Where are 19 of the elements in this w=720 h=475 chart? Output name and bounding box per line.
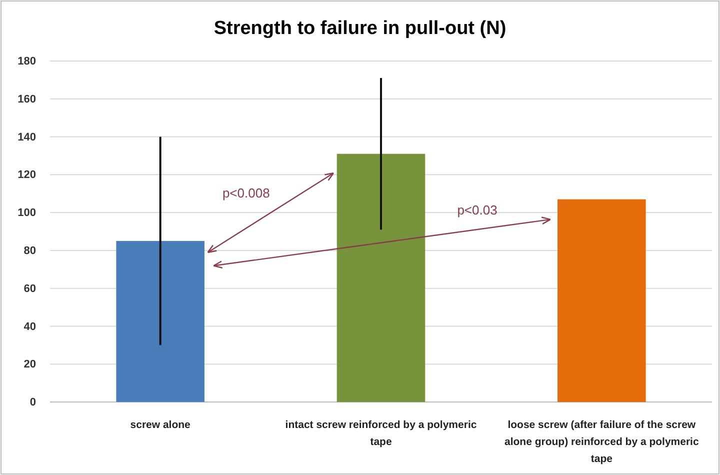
y-tick-label: 60 [24, 282, 36, 295]
bar [116, 240, 204, 402]
annotation: p<0.03 [457, 202, 498, 218]
bar [336, 154, 426, 402]
y-tick-label: 140 [18, 131, 36, 144]
bar [558, 199, 646, 402]
y-tick-label: 80 [24, 244, 36, 257]
chart-title: Strength to failure in pull-out (N) [214, 18, 506, 39]
y-tick-label: 20 [24, 358, 36, 371]
x-tick-label: loose screw (after failure of the screw alone group) reinforced by a polymeric tape [504, 419, 699, 465]
x-tick-label: intact screw reinforced by a polymeric tape [285, 419, 477, 448]
y-tick-label: 0 [30, 396, 36, 409]
y-tick-label: 160 [18, 93, 36, 106]
y-tick-label: 120 [18, 169, 36, 182]
annotation: p<0.008 [222, 185, 270, 200]
y-tick-label: 40 [24, 320, 36, 333]
y-tick-label: 180 [18, 56, 36, 68]
y-tick-label: 100 [18, 207, 36, 220]
x-tick-label: screw alone [130, 419, 191, 431]
